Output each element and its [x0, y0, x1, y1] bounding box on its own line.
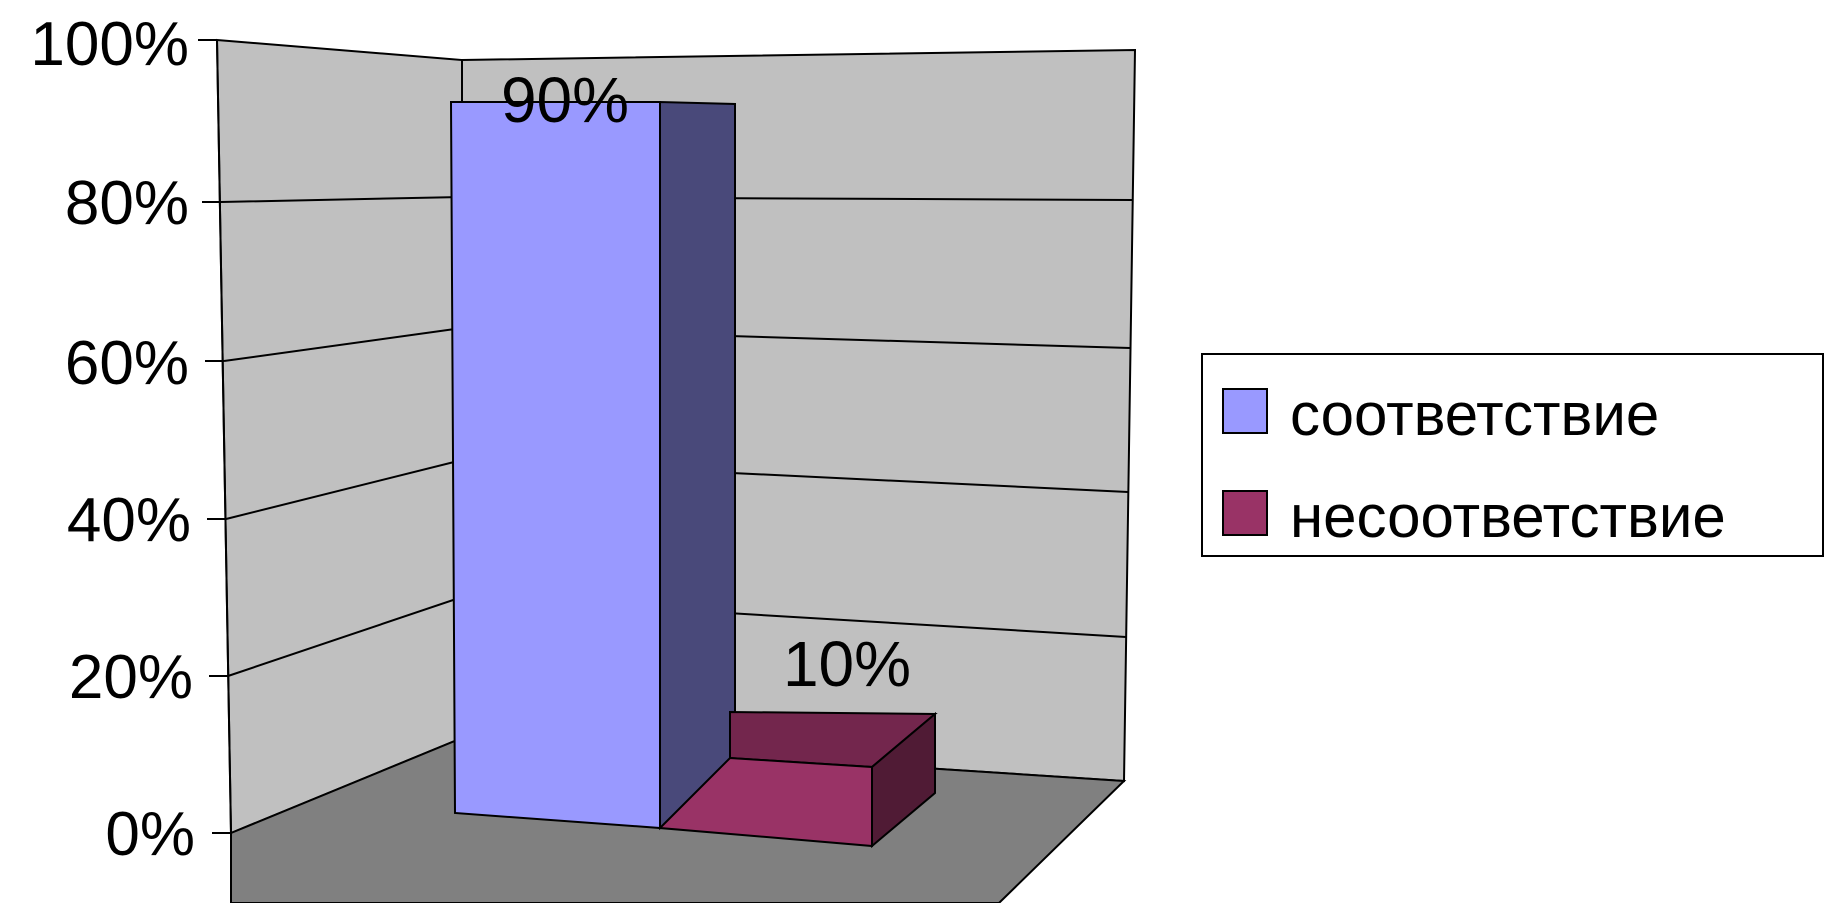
legend-label-соответствие: соответствие — [1290, 381, 1659, 448]
bar-side-face — [659, 100, 736, 831]
y-tick-label: 0% — [105, 800, 195, 869]
data-label-несоответствие: 10% — [783, 628, 911, 700]
y-axis-labels: 0% 20% 40% 60% 80% 100% — [30, 10, 195, 869]
left-wall — [215, 38, 463, 835]
legend: соответствие несоответствие — [1201, 353, 1824, 557]
y-axis-line — [216, 39, 232, 834]
legend-swatch-соответствие — [1222, 388, 1268, 434]
bar-front-face — [657, 756, 873, 848]
bar-несоответствие — [657, 710, 938, 849]
data-label-соответствие: 90% — [501, 64, 629, 136]
y-tick-label: 60% — [65, 329, 189, 398]
y-tick-label: 100% — [30, 10, 189, 79]
y-axis-ticks — [198, 39, 231, 834]
bar-front-face — [449, 101, 661, 830]
y-tick-label: 80% — [65, 169, 189, 238]
legend-box — [1201, 353, 1824, 557]
y-tick-label: 40% — [67, 486, 191, 555]
y-tick-label: 20% — [69, 643, 193, 712]
legend-swatch-несоответствие — [1222, 490, 1268, 536]
legend-label-несоответствие: несоответствие — [1290, 483, 1726, 550]
bar-соответствие — [449, 100, 736, 831]
